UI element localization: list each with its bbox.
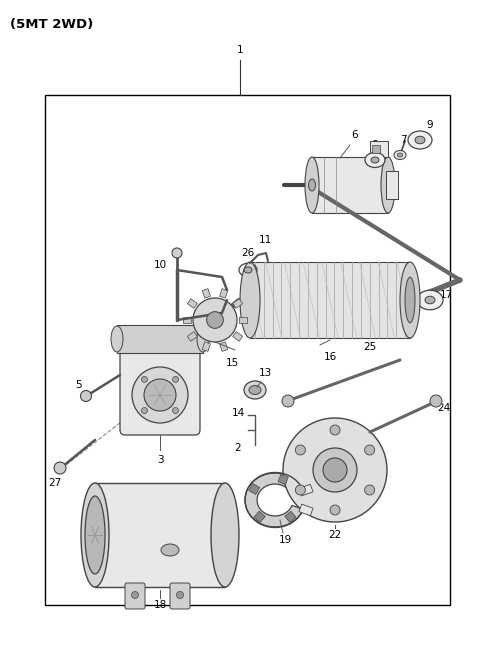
Bar [187,299,197,309]
Circle shape [365,445,375,455]
Circle shape [330,425,340,435]
Bar [285,511,296,523]
Text: 2: 2 [235,443,241,453]
Text: 25: 25 [363,342,377,352]
Bar [299,484,313,496]
Text: 26: 26 [241,248,254,258]
Circle shape [330,505,340,515]
Circle shape [295,445,305,455]
Circle shape [365,485,375,495]
Ellipse shape [240,262,260,338]
Text: 3: 3 [156,455,163,465]
Bar [45,95,450,605]
Circle shape [172,408,179,413]
Circle shape [206,312,223,328]
Text: 22: 22 [328,530,342,540]
Bar [278,474,288,484]
Circle shape [172,376,179,382]
Bar [187,331,197,341]
Text: 18: 18 [154,600,167,610]
Ellipse shape [417,290,443,310]
Ellipse shape [81,483,109,587]
Bar [299,504,313,516]
Ellipse shape [394,150,406,159]
Ellipse shape [305,157,319,213]
Bar [233,299,243,309]
Ellipse shape [111,326,123,352]
Ellipse shape [244,381,266,399]
Circle shape [430,395,442,407]
Text: 19: 19 [278,535,292,545]
Text: 17: 17 [440,290,453,300]
Ellipse shape [132,592,139,598]
Bar [202,288,210,298]
Circle shape [283,418,387,522]
Ellipse shape [365,152,385,167]
Circle shape [193,298,237,342]
Circle shape [295,485,305,495]
Circle shape [323,458,347,482]
Text: 14: 14 [231,408,245,418]
Text: 13: 13 [258,368,272,378]
Circle shape [142,376,147,382]
Circle shape [142,408,147,413]
Bar [183,317,191,323]
Ellipse shape [381,157,395,213]
Text: 9: 9 [427,120,433,130]
Circle shape [132,367,188,423]
Bar [233,331,243,341]
Circle shape [172,248,182,258]
Polygon shape [245,473,303,527]
Bar [249,484,260,495]
Bar [95,483,225,587]
Text: 24: 24 [437,403,450,413]
Circle shape [144,379,176,411]
Ellipse shape [425,296,435,304]
Ellipse shape [371,157,379,163]
Text: 1: 1 [237,45,243,55]
Ellipse shape [239,263,257,277]
Ellipse shape [197,326,209,352]
Text: 5: 5 [75,380,81,390]
Circle shape [282,395,294,407]
Text: (5MT 2WD): (5MT 2WD) [10,18,93,31]
Bar [117,325,203,353]
Ellipse shape [85,496,105,574]
Ellipse shape [405,277,415,323]
Ellipse shape [415,136,425,144]
Text: 11: 11 [258,235,272,245]
Bar [239,317,247,323]
Bar [386,171,398,199]
Bar [219,342,228,352]
Circle shape [313,448,357,492]
Bar [219,288,228,298]
FancyBboxPatch shape [120,345,200,435]
Ellipse shape [309,179,315,191]
Text: 27: 27 [48,478,61,488]
Bar [202,342,210,352]
Bar [370,141,388,157]
Ellipse shape [161,544,179,556]
FancyBboxPatch shape [125,583,145,609]
Text: 6: 6 [352,130,358,140]
Bar [312,157,388,213]
Ellipse shape [177,592,183,598]
Bar [254,511,265,523]
Text: 7: 7 [400,135,406,145]
Circle shape [54,462,66,474]
Text: 10: 10 [154,260,167,270]
Ellipse shape [244,267,252,273]
Text: 15: 15 [226,358,239,368]
Text: 8: 8 [372,140,378,150]
Ellipse shape [211,483,239,587]
Circle shape [81,391,92,402]
Bar [250,262,410,338]
Bar [372,145,380,153]
Ellipse shape [408,131,432,149]
Text: 16: 16 [324,352,336,362]
Ellipse shape [400,262,420,338]
Ellipse shape [249,385,261,395]
FancyBboxPatch shape [170,583,190,609]
Ellipse shape [397,153,403,157]
